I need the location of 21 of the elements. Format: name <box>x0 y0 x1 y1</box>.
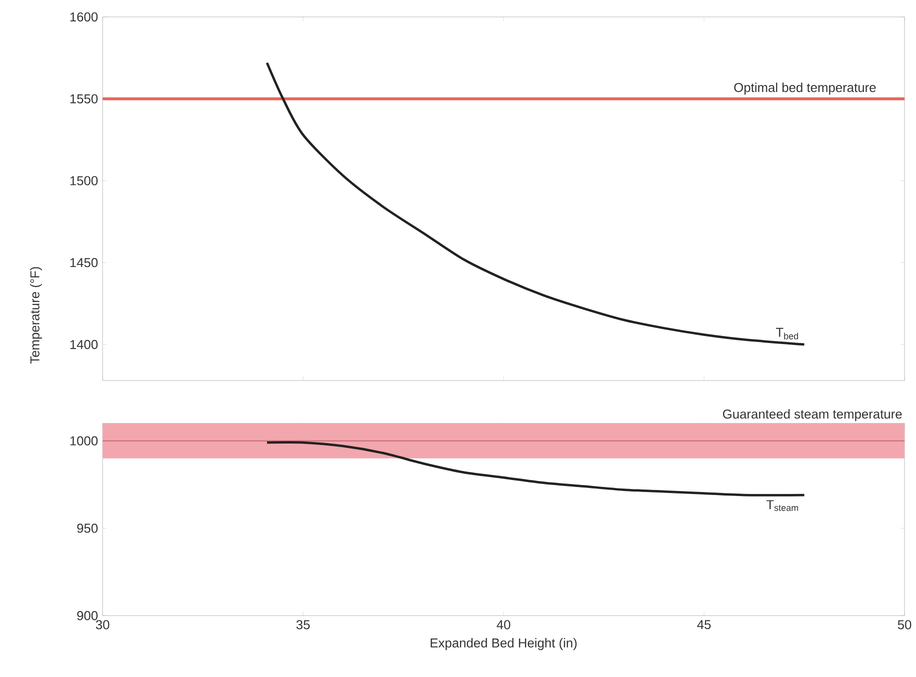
y-tick-label: 1000 <box>70 436 98 446</box>
y-tick-label: 1400 <box>70 340 98 349</box>
y-tick-label: 950 <box>77 523 98 533</box>
band-label: Guaranteed steam temperature <box>722 408 902 421</box>
y-tick-label: 1500 <box>70 176 98 186</box>
y-axis-title: Temperature (°F) <box>30 266 42 364</box>
line-series <box>266 441 806 496</box>
series-label: T$_{bed}$ <box>776 328 798 340</box>
x-tick-label: 50 <box>898 620 912 630</box>
x-tick-label: 30 <box>96 620 110 630</box>
x-tick-label: 40 <box>496 620 510 630</box>
series-label: T$_{steam}$ <box>766 500 798 511</box>
x-axis-title: Expanded Bed Height (in) <box>430 638 577 650</box>
y-tick-label: 1600 <box>70 12 98 22</box>
x-tick-label: 45 <box>697 620 711 629</box>
y-tick-label: 1450 <box>70 258 98 267</box>
line-series <box>266 61 806 346</box>
y-tick-label: 900 <box>77 610 98 620</box>
ref-line-label: Optimal bed temperature <box>734 82 876 94</box>
y-tick-label: 1550 <box>70 94 98 104</box>
x-tick-label: 35 <box>296 620 310 630</box>
